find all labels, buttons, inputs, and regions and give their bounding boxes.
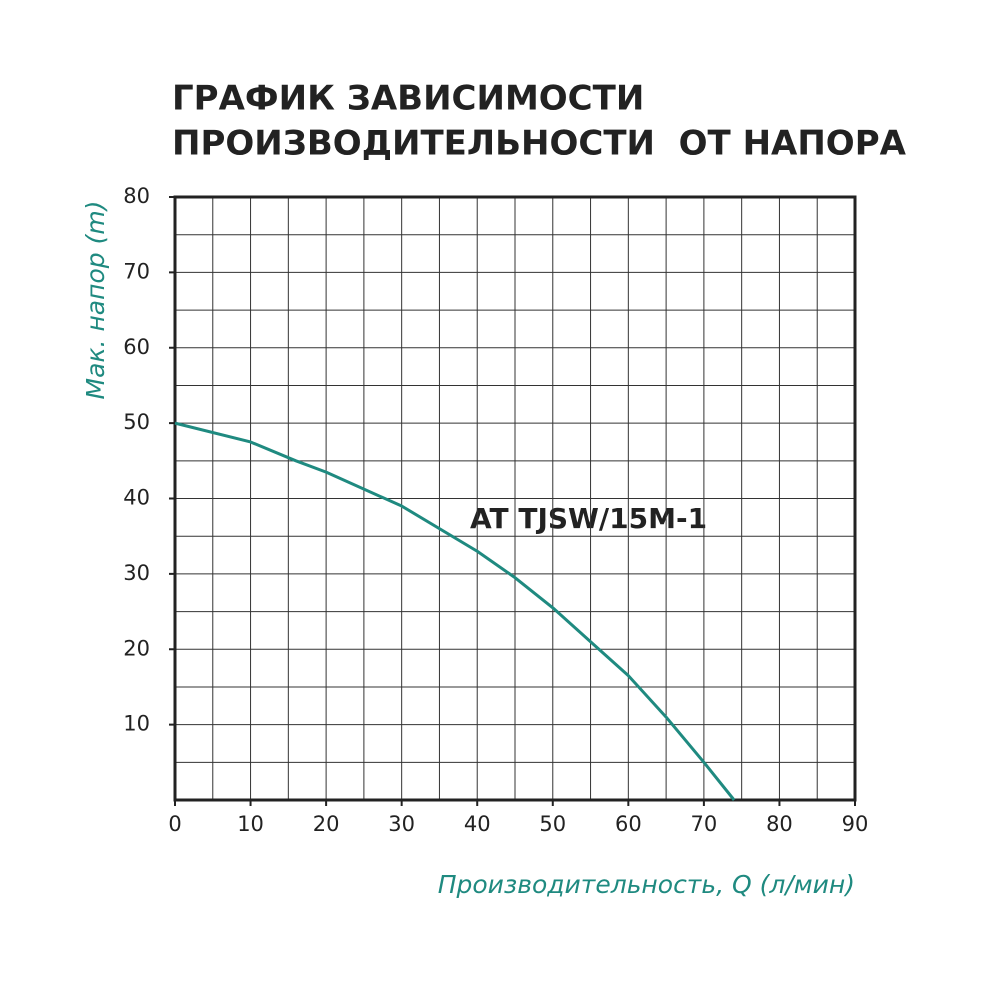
x-tick-label: 60	[615, 812, 642, 836]
y-axis-label: Мак. напор (m)	[81, 201, 110, 400]
y-tick-label: 10	[123, 712, 150, 736]
x-tick-label: 70	[691, 812, 718, 836]
x-tick-label: 0	[168, 812, 181, 836]
y-tick-label: 30	[123, 561, 150, 585]
x-tick-label: 40	[464, 812, 491, 836]
y-tick-label: 80	[123, 184, 150, 208]
y-tick-label: 70	[123, 259, 150, 283]
x-tick-label: 90	[842, 812, 869, 836]
y-tick-label: 60	[123, 335, 150, 359]
x-axis-label: Производительность, Q (л/мин)	[438, 870, 855, 899]
y-tick-label: 50	[123, 410, 150, 434]
curve	[174, 421, 736, 801]
x-tick-label: 80	[766, 812, 793, 836]
y-tick-label: 20	[123, 636, 150, 660]
annotation: AT TJSW/15M-1	[470, 502, 707, 535]
chart-title: ПРОИЗВОДИТЕЛЬНОСТИ ОТ НАПОРА	[172, 124, 907, 164]
x-tick-label: 20	[313, 812, 340, 836]
x-tick-label: 10	[237, 812, 264, 836]
y-tick-label: 40	[123, 486, 150, 510]
x-tick-label: 30	[388, 812, 415, 836]
x-tick-label: 50	[539, 812, 566, 836]
chart-title: ГРАФИК ЗАВИСИМОСТИ	[172, 79, 644, 119]
